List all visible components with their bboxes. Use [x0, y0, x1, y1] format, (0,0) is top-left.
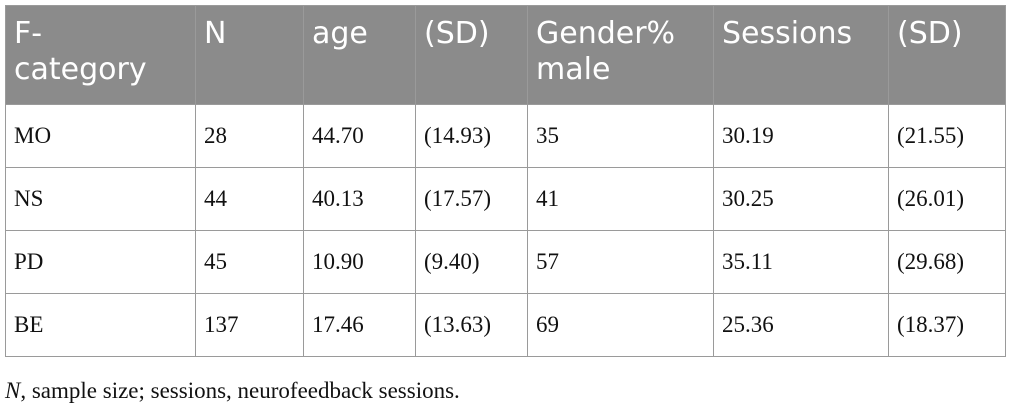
table-cell: 35 — [527, 104, 714, 168]
header-cell: Gender% male — [527, 5, 714, 105]
table-cell: 44 — [195, 167, 304, 231]
header-text: (SD) — [897, 16, 963, 51]
footnote: N, sample size; sessions, neurofeedback … — [5, 378, 460, 404]
header-cell: F-category — [5, 5, 196, 105]
table-cell: 30.25 — [713, 167, 889, 231]
table-cell: (26.01) — [888, 167, 1006, 231]
header-cell: Sessions — [713, 5, 889, 105]
table-cell: 35.11 — [713, 230, 889, 294]
table-cell: 41 — [527, 167, 714, 231]
table-cell: 57 — [527, 230, 714, 294]
table-cell: 10.90 — [303, 230, 416, 294]
header-cell: (SD) — [888, 5, 1006, 105]
table-row: NS 44 40.13 (17.57) 41 30.25 (26.01) — [5, 167, 1006, 231]
table-cell: MO — [5, 104, 196, 168]
table-cell: (29.68) — [888, 230, 1006, 294]
table-cell: 25.36 — [713, 293, 889, 357]
table-cell: (18.37) — [888, 293, 1006, 357]
header-cell: (SD) — [415, 5, 528, 105]
table-cell: (9.40) — [415, 230, 528, 294]
table-cell: (13.63) — [415, 293, 528, 357]
header-text: Gender% male — [536, 16, 676, 87]
header-text: F-category — [14, 16, 147, 87]
table-cell: 45 — [195, 230, 304, 294]
header-cell: N — [195, 5, 304, 105]
table-cell: 17.46 — [303, 293, 416, 357]
table-row: BE 137 17.46 (13.63) 69 25.36 (18.37) — [5, 293, 1006, 357]
table-cell: 137 — [195, 293, 304, 357]
table-row: PD 45 10.90 (9.40) 57 35.11 (29.68) — [5, 230, 1006, 294]
table-cell: BE — [5, 293, 196, 357]
header-text: (SD) — [424, 16, 490, 51]
table-cell: 69 — [527, 293, 714, 357]
table-cell: PD — [5, 230, 196, 294]
header-cell: age — [303, 5, 416, 105]
header-text: age — [312, 16, 368, 51]
table-cell: 28 — [195, 104, 304, 168]
table-cell: 40.13 — [303, 167, 416, 231]
table-cell: (21.55) — [888, 104, 1006, 168]
header-text: N — [204, 16, 227, 51]
table-cell: 44.70 — [303, 104, 416, 168]
table-cell: (17.57) — [415, 167, 528, 231]
table-cell: NS — [5, 167, 196, 231]
table-body: MO 28 44.70 (14.93) 35 30.19 (21.55) NS 44 40.13(… — [5, 104, 1006, 357]
header-text: Sessions — [722, 16, 853, 51]
table-row: MO 28 44.70 (14.93) 35 30.19 (21.55) — [5, 104, 1006, 168]
footnote-term: N — [5, 378, 21, 403]
footnote-text: , sample size; sessions, neurofeedback s… — [20, 378, 460, 403]
table-cell: (14.93) — [415, 104, 528, 168]
table-cell: 30.19 — [713, 104, 889, 168]
